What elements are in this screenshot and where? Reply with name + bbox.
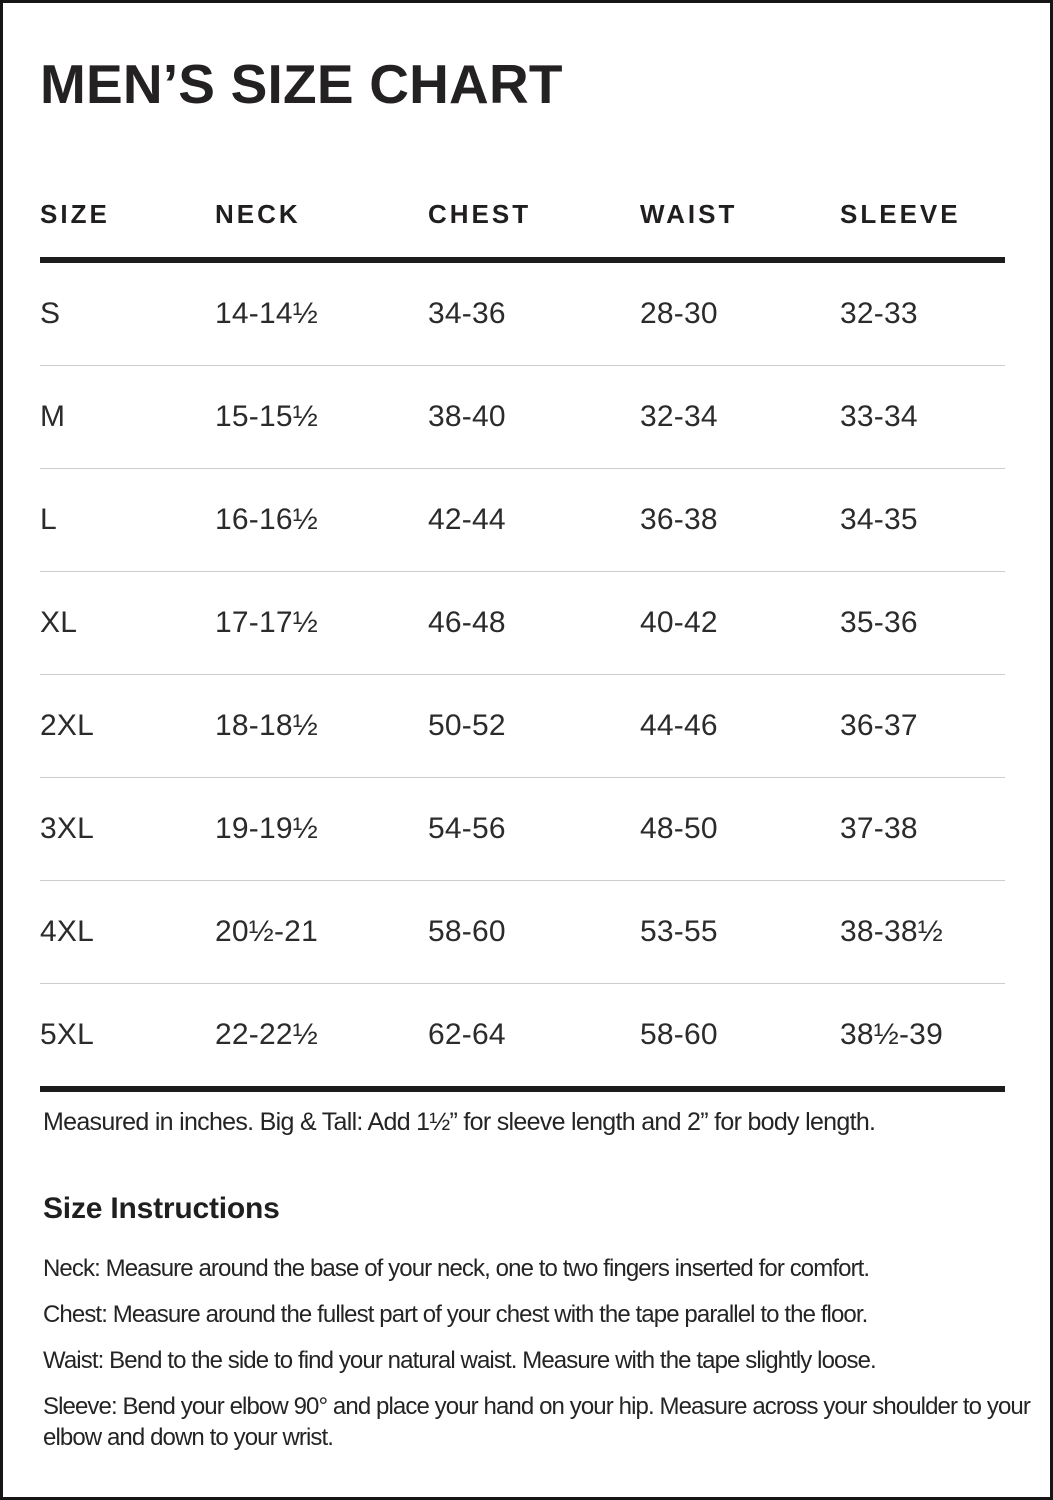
size-label: 4XL [40, 915, 94, 948]
column-header-waist: WAIST [640, 199, 738, 229]
measurement-value: 54-56 [428, 812, 506, 845]
table-row: L 16-16½ 42-44 36-38 34-35 [40, 468, 1005, 571]
measurement-value: 38½-39 [840, 1018, 943, 1051]
measurement-value: 58-60 [640, 1018, 718, 1051]
size-label: XL [40, 606, 78, 639]
table-row: M 15-15½ 38-40 32-34 33-34 [40, 365, 1005, 468]
table-row: XL 17-17½ 46-48 40-42 35-36 [40, 571, 1005, 674]
measurement-value: 36-37 [840, 709, 918, 742]
measurement-value: 15-15½ [215, 400, 318, 433]
measurement-value: 42-44 [428, 503, 506, 536]
measurement-value: 32-34 [640, 400, 718, 433]
column-header-size: SIZE [40, 199, 110, 229]
column-header-sleeve: SLEEVE [840, 199, 961, 229]
measurement-note: Measured in inches. Big & Tall: Add 1½” … [43, 1108, 876, 1136]
measurement-value: 17-17½ [215, 606, 318, 639]
measurement-value: 36-38 [640, 503, 718, 536]
measurement-value: 16-16½ [215, 503, 318, 536]
size-label: L [40, 503, 57, 536]
size-label: M [40, 400, 66, 433]
measurement-value: 22-22½ [215, 1018, 318, 1051]
measurement-value: 28-30 [640, 297, 718, 330]
table-row: 4XL 20½-21 58-60 53-55 38-38½ [40, 880, 1005, 983]
column-header-neck: NECK [215, 199, 301, 229]
table-row: 5XL 22-22½ 62-64 58-60 38½-39 [40, 983, 1005, 1086]
table-row: S 14-14½ 34-36 28-30 32-33 [40, 263, 1005, 365]
measurement-value: 33-34 [840, 400, 918, 433]
measurement-value: 62-64 [428, 1018, 506, 1051]
measurement-value: 53-55 [640, 915, 718, 948]
size-table: SIZE NECK CHEST WAIST SLEEVE S 14-14½ 34-36 28-… [40, 199, 1005, 1092]
size-label: 5XL [40, 1018, 94, 1051]
measurement-value: 35-36 [840, 606, 918, 639]
measurement-value: 14-14½ [215, 297, 318, 330]
instructions-list: Neck: Measure around the base of your ne… [40, 1253, 1031, 1453]
column-header-chest: CHEST [428, 199, 532, 229]
instructions-heading: Size Instructions [43, 1192, 280, 1225]
instruction-item: Chest: Measure around the fullest part o… [43, 1301, 868, 1328]
measurement-value: 40-42 [640, 606, 718, 639]
instruction-item: Waist: Bend to the side to find your nat… [43, 1347, 877, 1374]
table-header-row: SIZE NECK CHEST WAIST SLEEVE [40, 199, 1005, 263]
measurement-value: 58-60 [428, 915, 506, 948]
measurement-value: 44-46 [640, 709, 718, 742]
measurement-value: 37-38 [840, 812, 918, 845]
measurement-value: 18-18½ [215, 709, 318, 742]
size-label: 2XL [40, 709, 94, 742]
measurement-value: 46-48 [428, 606, 506, 639]
instruction-item: Neck: Measure around the base of your ne… [43, 1255, 870, 1282]
measurement-value: 50-52 [428, 709, 506, 742]
table-row: 3XL 19-19½ 54-56 48-50 37-38 [40, 777, 1005, 880]
measurement-value: 34-36 [428, 297, 506, 330]
size-label: 3XL [40, 812, 94, 845]
measurement-value: 32-33 [840, 297, 918, 330]
measurement-value: 34-35 [840, 503, 918, 536]
page-title: MEN’S SIZE CHART [40, 53, 563, 115]
instruction-item: Sleeve: Bend your elbow 90° and place yo… [43, 1393, 1031, 1451]
table-row: 2XL 18-18½ 50-52 44-46 36-37 [40, 674, 1005, 777]
size-label: S [40, 297, 61, 330]
measurement-value: 38-38½ [840, 915, 943, 948]
measurement-value: 19-19½ [215, 812, 318, 845]
table-body: S 14-14½ 34-36 28-30 32-33 M 15-15½ 38-40 32-34 3… [40, 263, 1005, 1086]
measurement-value: 38-40 [428, 400, 506, 433]
measurement-value: 20½-21 [215, 915, 318, 948]
measurement-value: 48-50 [640, 812, 718, 845]
